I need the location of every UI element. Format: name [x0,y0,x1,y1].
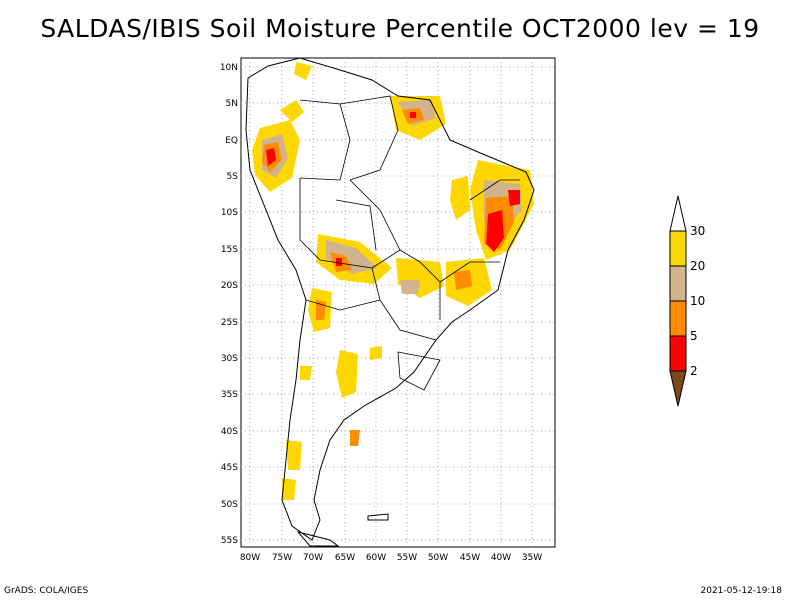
lat-label: 10S [221,208,238,218]
shade-yellow [286,440,302,470]
shade-red [486,210,504,252]
lon-label: 60W [366,553,386,563]
south-america-outline [245,57,535,541]
shade-yellow [336,350,358,398]
lon-label: 50W [428,553,448,563]
shade-orange [350,430,360,446]
coastline [245,57,535,547]
colorbar-segment-2-5 [669,335,687,372]
lat-labels: 10N 5N EQ 5S 10S 15S 20S 25S 30S 35S 40S… [220,63,238,546]
shade-yellow [300,366,312,380]
lat-label: EQ [225,136,238,146]
colorbar-label: 30 [690,224,705,238]
colorbar-bottom-arrow [669,370,687,407]
lat-label: 5N [226,99,238,109]
shade-red [336,258,342,266]
lon-label: 75W [272,553,292,563]
shade-orange [454,270,472,290]
page-title: SALDAS/IBIS Soil Moisture Percentile OCT… [40,14,760,43]
lat-label: 35S [221,390,238,400]
lon-label: 40W [491,553,511,563]
shade-red [508,190,520,206]
colorbar-label: 5 [690,329,698,343]
colorbar-label: 2 [690,364,698,378]
shade-yellow [294,62,312,80]
footer-credit: GrADS: COLA/IGES [4,586,89,596]
colorbar-segment-5-10 [669,300,687,337]
lon-label: 65W [335,553,355,563]
tierra-del-fuego [296,531,340,547]
lon-label: 35W [522,553,542,563]
lat-label: 30S [221,354,238,364]
shade-red [410,112,416,118]
lon-labels: 80W 75W 70W 65W 60W 55W 50W 45W 40W 35W [240,553,542,563]
colorbar-label: 20 [690,259,705,273]
shade-yellow [280,100,304,122]
lat-label: 45S [221,463,238,473]
lat-label: 15S [221,245,238,255]
lat-label: 10N [220,63,238,73]
colorbar: 30 20 10 5 2 [669,195,705,407]
shade-yellow [370,346,382,360]
shade-red [266,148,276,166]
percentile-shading [252,62,534,500]
lat-label: 40S [221,427,238,437]
lon-label: 80W [240,553,260,563]
colorbar-segment-10-20 [669,265,687,302]
colorbar-segment-20-30 [669,230,687,267]
lat-label: 25S [221,318,238,328]
colorbar-top-arrow [669,195,687,232]
shade-tan [400,280,420,294]
lat-label: 55S [221,536,238,546]
lon-label: 55W [397,553,417,563]
shade-yellow [450,176,470,220]
lat-label: 20S [221,281,238,291]
lon-label: 70W [303,553,323,563]
shade-yellow [282,478,296,500]
lat-label: 50S [221,500,238,510]
lat-label: 5S [227,172,239,182]
country-borders [299,95,520,391]
colorbar-label: 10 [690,294,705,308]
falklands [367,513,389,521]
footer-timestamp: 2021-05-12-19:18 [700,586,783,596]
lon-label: 45W [460,553,480,563]
